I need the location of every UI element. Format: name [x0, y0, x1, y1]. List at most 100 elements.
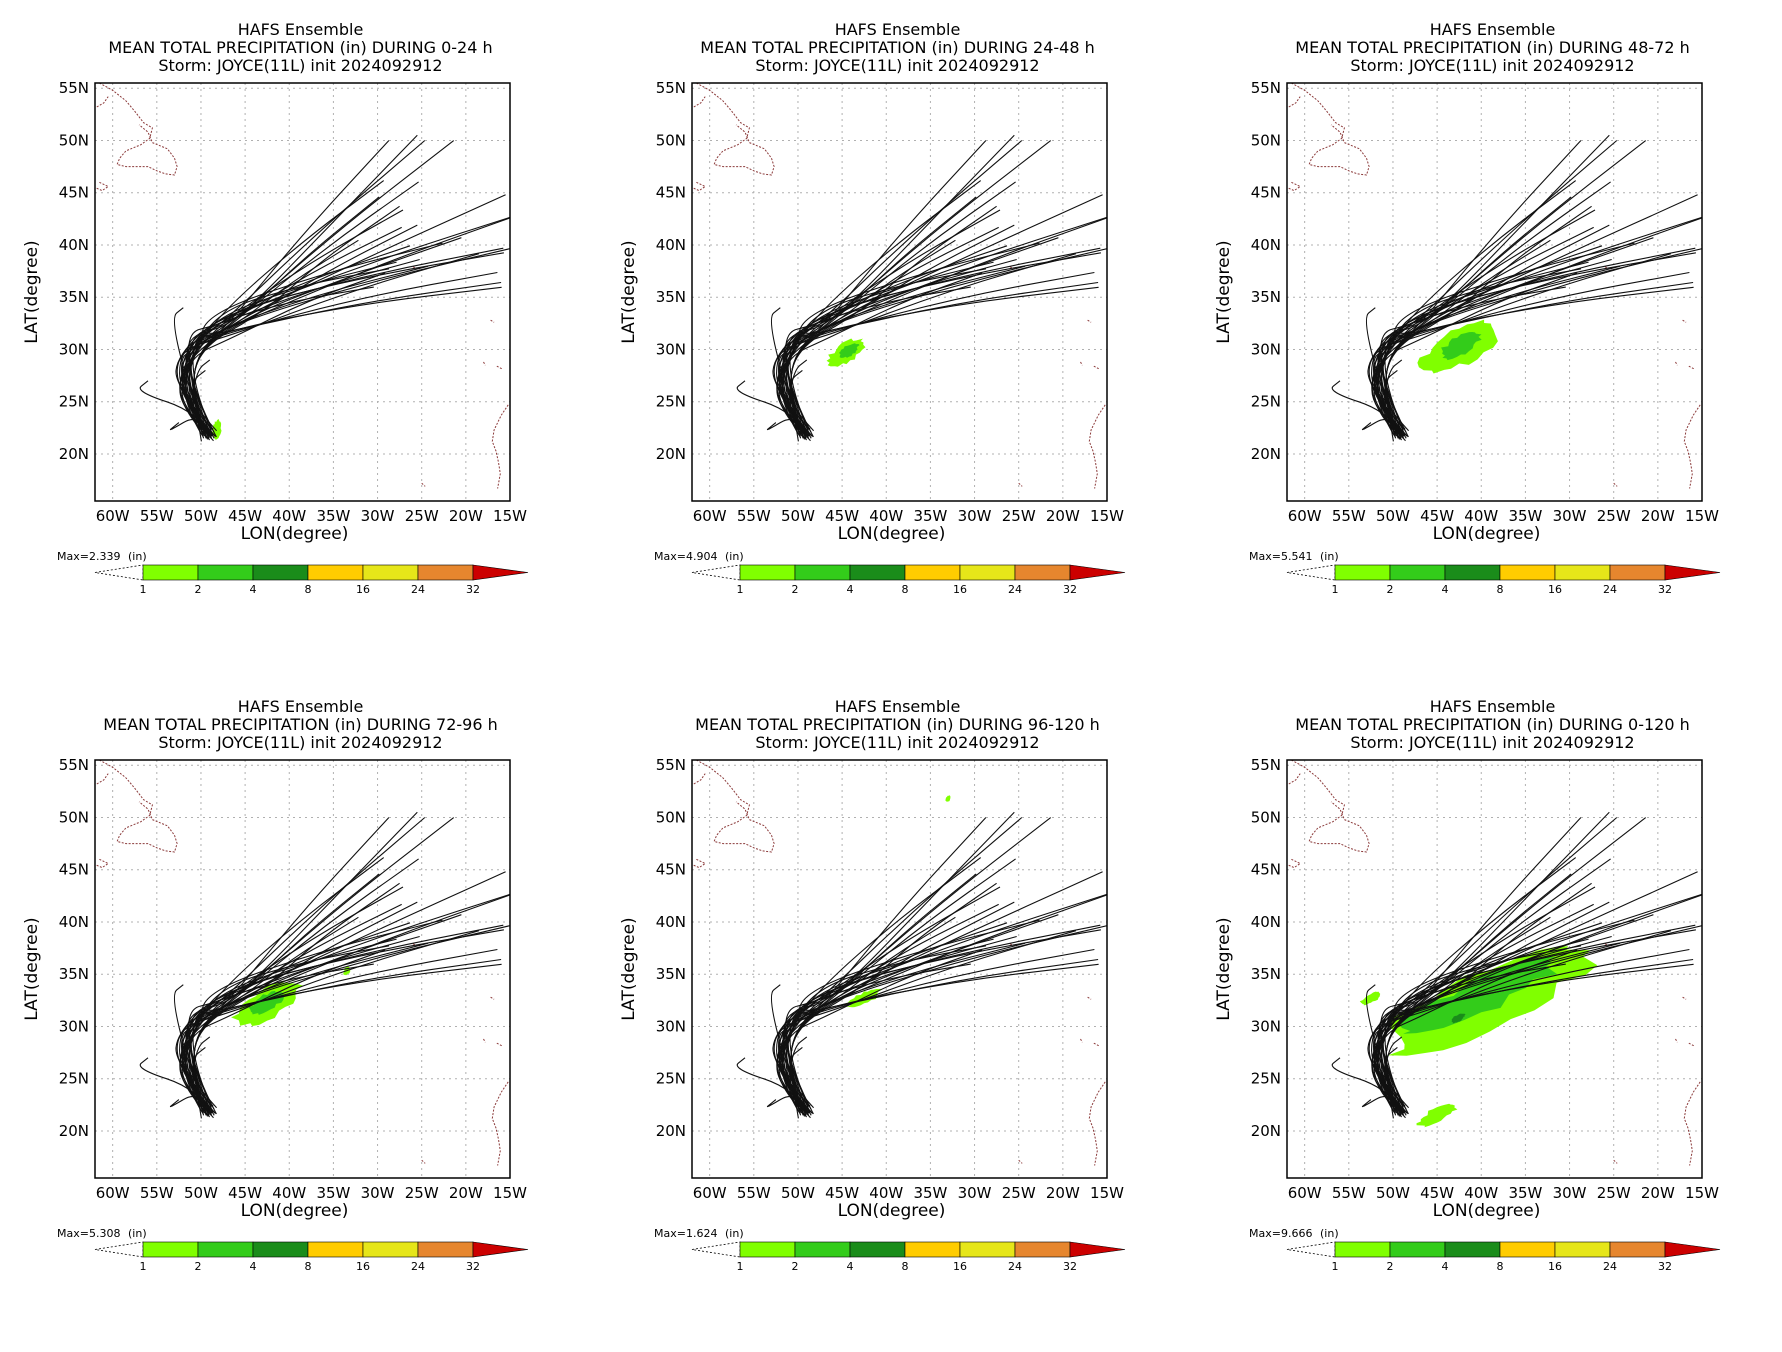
panel-title-period: MEAN TOTAL PRECIPITATION (in) DURING 24-…	[700, 38, 1094, 57]
lon-tick-label: 25W	[405, 1184, 439, 1202]
colorbar-segment	[197, 564, 254, 581]
lat-tick-label: 35N	[1251, 288, 1281, 306]
map-area	[95, 83, 523, 501]
coastline	[483, 1038, 486, 1043]
colorbar-level-label: 16	[953, 583, 967, 596]
coastline	[1688, 1042, 1696, 1047]
coastline	[1291, 83, 1370, 176]
map-area	[692, 760, 1107, 1178]
storm-track	[786, 242, 1040, 430]
lon-tick-label: 35W	[913, 1184, 947, 1202]
colorbar-segment	[1444, 1241, 1501, 1258]
coastline	[490, 996, 495, 1000]
coastline	[1018, 482, 1023, 487]
storm-track	[1331, 380, 1403, 437]
colorbar-level-label: 16	[356, 583, 370, 596]
lat-tick-label: 25N	[1251, 393, 1281, 411]
max-value-label: Max=2.339	[57, 550, 120, 563]
map-frame	[691, 82, 1108, 502]
colorbar-level-label: 32	[466, 1260, 480, 1273]
coastline	[1080, 1038, 1083, 1043]
colorbar-level-label: 4	[847, 583, 854, 596]
coastline	[490, 319, 495, 323]
lat-tick-label: 55N	[656, 79, 686, 97]
colorbar-level-label: 1	[140, 1260, 147, 1273]
lon-tick-label: 55W	[140, 507, 174, 525]
storm-track	[181, 958, 502, 1113]
lon-tick-label: 35W	[1508, 507, 1542, 525]
storm-track	[1382, 858, 1611, 1110]
lon-tick-label: 55W	[737, 1184, 771, 1202]
lon-tick-label: 40W	[272, 507, 306, 525]
colorbar-segment	[252, 1241, 309, 1258]
lon-tick-label: 30W	[958, 1184, 992, 1202]
colorbar: Max=5.308 (in)1 2 4 8 16 24 32	[57, 1227, 529, 1273]
colorbar-lower-arrow	[691, 564, 741, 581]
lon-tick-label: 45W	[1420, 1184, 1454, 1202]
colorbar-segment	[362, 564, 419, 581]
panel-title-storm: Storm: JOYCE(11L) init 2024092912	[755, 733, 1039, 752]
lat-tick-label: 50N	[1251, 808, 1281, 826]
coastline	[421, 1159, 426, 1164]
storm-track	[185, 894, 510, 1117]
storm-track	[736, 380, 808, 437]
lon-tick-label: 50W	[781, 1184, 815, 1202]
colorbar-segment	[1499, 1241, 1556, 1258]
storm-track	[1381, 242, 1635, 430]
storm-track	[1381, 919, 1635, 1107]
coastline	[696, 83, 775, 176]
lon-tick-label: 55W	[737, 507, 771, 525]
colorbar-segment	[362, 1241, 419, 1258]
map-area	[1287, 83, 1715, 501]
coastline	[483, 361, 486, 366]
units-label: (in)	[1320, 550, 1339, 563]
lon-tick-label: 55W	[140, 1184, 174, 1202]
coastline	[519, 365, 523, 369]
lat-tick-label: 40N	[59, 913, 89, 931]
storm-track	[1381, 963, 1566, 1115]
coastline	[693, 96, 706, 108]
storm-track	[1384, 1036, 1403, 1114]
lon-tick-label: 35W	[1508, 1184, 1542, 1202]
colorbar-segment	[739, 1241, 796, 1258]
storm-track	[185, 271, 498, 431]
colorbar-segment	[1389, 564, 1446, 581]
lat-tick-label: 30N	[1251, 1017, 1281, 1035]
storm-track	[189, 286, 374, 438]
y-axis-label: LAT(degree)	[1214, 917, 1234, 1020]
map-area	[692, 83, 1107, 501]
lat-tick-label: 50N	[656, 808, 686, 826]
storm-track	[778, 958, 1099, 1113]
storm-track	[779, 248, 1107, 432]
lat-tick-label: 25N	[1251, 1070, 1281, 1088]
storm-track	[188, 180, 385, 439]
lon-tick-label: 30W	[361, 1184, 395, 1202]
coastline	[1288, 96, 1301, 108]
lat-tick-label: 35N	[59, 965, 89, 983]
x-axis-label: LON(degree)	[838, 524, 946, 544]
colorbar-segment	[739, 564, 796, 581]
coastline	[1291, 760, 1370, 853]
lon-tick-label: 20W	[449, 507, 483, 525]
storm-track	[782, 948, 1095, 1108]
coastline	[496, 1042, 504, 1047]
lat-tick-label: 40N	[59, 236, 89, 254]
colorbar-segment	[307, 1241, 364, 1258]
storm-track	[786, 286, 971, 438]
panel-title-model: HAFS Ensemble	[238, 697, 364, 716]
storm-track	[787, 181, 1016, 433]
lat-tick-label: 35N	[1251, 965, 1281, 983]
max-value-label: Max=9.666	[1249, 1227, 1312, 1240]
coastline	[1288, 773, 1301, 785]
lat-tick-label: 50N	[59, 131, 89, 149]
precip-area	[839, 343, 860, 358]
coastline	[1711, 365, 1715, 369]
coastline	[96, 96, 109, 108]
colorbar-level-label: 16	[953, 1260, 967, 1273]
lon-tick-label: 15W	[493, 1184, 527, 1202]
colorbar-segment	[142, 564, 199, 581]
panel-title-period: MEAN TOTAL PRECIPITATION (in) DURING 48-…	[1295, 38, 1689, 57]
precip-area	[1416, 1103, 1458, 1128]
colorbar-lower-arrow	[1286, 564, 1336, 581]
